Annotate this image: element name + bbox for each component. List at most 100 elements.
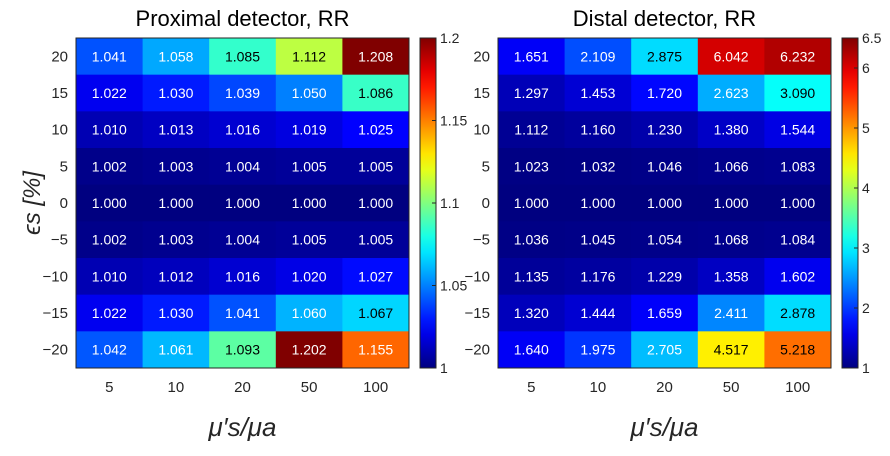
heatmap-cell: [764, 148, 832, 186]
cell-value-label: 1.000: [292, 195, 327, 211]
cell-value-label: 1.453: [580, 85, 615, 101]
cell-value-label: 1.066: [714, 158, 749, 174]
heatmap-cell: [697, 38, 765, 76]
heatmap-cell: [631, 148, 699, 186]
chart-title: Distal detector, RR: [573, 6, 756, 31]
cell-value-label: 1.000: [647, 195, 682, 211]
chart-title: Proximal detector, RR: [136, 6, 350, 31]
x-axis-label: μ′s/μa: [207, 412, 276, 442]
cell-value-label: 1.000: [780, 195, 815, 211]
cell-value-label: 1.005: [292, 158, 327, 174]
heatmap-cell: [697, 331, 765, 369]
y-tick-label: 10: [473, 122, 490, 139]
cell-value-label: 1.640: [514, 342, 549, 358]
colorbar-tick-label: 1: [862, 360, 870, 376]
heatmap-cell: [697, 74, 765, 112]
colorbar-tick-label: 4: [862, 180, 870, 196]
cell-value-label: 1.042: [92, 342, 127, 358]
heatmap-cell: [564, 74, 632, 112]
colorbar-tick-label: 1.1: [440, 195, 460, 211]
y-tick-label: −10: [43, 268, 68, 285]
cell-value-label: 1.230: [647, 122, 682, 138]
cell-value-label: 1.005: [292, 232, 327, 248]
heatmap-cell: [76, 221, 144, 259]
cell-value-label: 1.000: [358, 195, 393, 211]
cell-value-label: 1.112: [292, 48, 326, 64]
cell-value-label: 1.005: [358, 232, 393, 248]
colorbar-tick-label: 5: [862, 120, 870, 136]
heatmap-cell: [631, 221, 699, 259]
heatmap-cell: [209, 294, 277, 332]
heatmap-cell: [142, 294, 210, 332]
heatmap-cell: [209, 74, 277, 112]
cell-value-label: 1.659: [647, 305, 682, 321]
heatmap-cell: [564, 294, 632, 332]
cell-value-label: 1.023: [514, 158, 549, 174]
heatmap-cell: [697, 148, 765, 186]
heatmap-cell: [342, 294, 410, 332]
colorbar-tick-label: 1.15: [440, 113, 467, 129]
heatmap-cell: [275, 38, 343, 76]
y-tick-label: −10: [465, 268, 490, 285]
y-tick-label: −20: [43, 342, 68, 359]
colorbar-tick-label: 1.05: [440, 278, 467, 294]
x-tick-label: 10: [590, 379, 607, 396]
cell-value-label: 1.320: [514, 305, 549, 321]
cell-value-label: 2.875: [647, 48, 682, 64]
x-tick-label: 10: [168, 379, 185, 396]
x-axis-label: μ′s/μa: [629, 412, 698, 442]
cell-value-label: 1.013: [158, 122, 193, 138]
heatmap-cell: [342, 184, 410, 222]
y-tick-label: 5: [482, 158, 490, 175]
cell-value-label: 1.297: [514, 85, 549, 101]
plot-frame: [497, 37, 832, 369]
heatmap-cell: [697, 111, 765, 149]
heatmap-cell: [697, 221, 765, 259]
heatmap-cell: [764, 184, 832, 222]
y-tick-label: 15: [51, 85, 68, 102]
colorbar-tick-label: 1.2: [440, 30, 460, 46]
cell-value-label: 1.000: [92, 195, 127, 211]
heatmap-cell: [275, 294, 343, 332]
heatmap-cell: [342, 148, 410, 186]
heatmap-cell: [209, 258, 277, 296]
heatmap-cell: [209, 148, 277, 186]
cell-value-label: 1.054: [647, 232, 682, 248]
heatmap-cell: [275, 184, 343, 222]
cell-value-label: 1.016: [225, 122, 260, 138]
colorbar: [842, 38, 858, 368]
cell-value-label: 1.016: [225, 268, 260, 284]
heatmap-cell: [498, 148, 566, 186]
cell-value-label: 1.975: [580, 342, 615, 358]
heatmap-cell: [76, 331, 144, 369]
colorbar-tick-label: 6.5: [862, 30, 882, 46]
cell-value-label: 1.003: [158, 232, 193, 248]
heatmap-cell: [564, 148, 632, 186]
cell-value-label: 1.358: [714, 268, 749, 284]
cell-value-label: 1.112: [514, 122, 548, 138]
heatmap-cell: [209, 221, 277, 259]
heatmap-cell: [498, 294, 566, 332]
x-tick-label: 50: [723, 379, 740, 396]
heatmap-cell: [564, 38, 632, 76]
colorbar-frame: [841, 37, 859, 369]
heatmap-cell: [76, 74, 144, 112]
cell-value-label: 1.380: [714, 122, 749, 138]
heatmap-cell: [275, 148, 343, 186]
cell-value-label: 2.623: [714, 85, 749, 101]
heatmap-cell: [564, 221, 632, 259]
x-tick-label: 100: [363, 379, 388, 396]
cell-value-label: 1.022: [92, 305, 127, 321]
y-tick-label: 15: [473, 85, 490, 102]
cell-value-label: 4.517: [714, 342, 749, 358]
heatmap-cell: [342, 258, 410, 296]
cell-value-label: 1.019: [292, 122, 327, 138]
cell-value-label: 3.090: [780, 85, 815, 101]
heatmap-cell: [764, 294, 832, 332]
cell-value-label: 5.218: [780, 342, 815, 358]
heatmap-cell: [764, 258, 832, 296]
y-tick-label: 0: [60, 195, 68, 212]
plot-frame: [75, 37, 410, 369]
heatmap-cell: [76, 111, 144, 149]
cell-value-label: 1.039: [225, 85, 260, 101]
